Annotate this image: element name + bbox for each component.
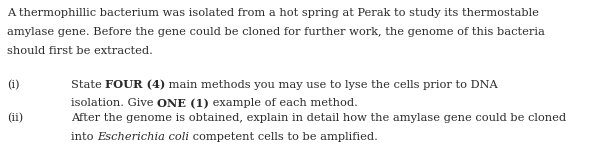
- Text: into: into: [71, 132, 97, 142]
- Text: State: State: [71, 80, 105, 90]
- Text: should first be extracted.: should first be extracted.: [7, 46, 153, 56]
- Text: FOUR (4): FOUR (4): [105, 80, 165, 91]
- Text: After the genome is obtained, explain in detail how the amylase gene could be cl: After the genome is obtained, explain in…: [71, 113, 566, 123]
- Text: example of each method.: example of each method.: [209, 98, 358, 108]
- Text: Escherichia coli: Escherichia coli: [97, 132, 189, 142]
- Text: isolation. Give: isolation. Give: [71, 98, 157, 108]
- Text: A thermophillic bacterium was isolated from a hot spring at Perak to study its t: A thermophillic bacterium was isolated f…: [7, 8, 539, 18]
- Text: ONE (1): ONE (1): [157, 98, 209, 109]
- Text: competent cells to be amplified.: competent cells to be amplified.: [189, 132, 377, 142]
- Text: amylase gene. Before the gene could be cloned for further work, the genome of th: amylase gene. Before the gene could be c…: [7, 27, 545, 37]
- Text: (ii): (ii): [7, 113, 23, 123]
- Text: main methods you may use to lyse the cells prior to DNA: main methods you may use to lyse the cel…: [165, 80, 498, 90]
- Text: (i): (i): [7, 80, 20, 90]
